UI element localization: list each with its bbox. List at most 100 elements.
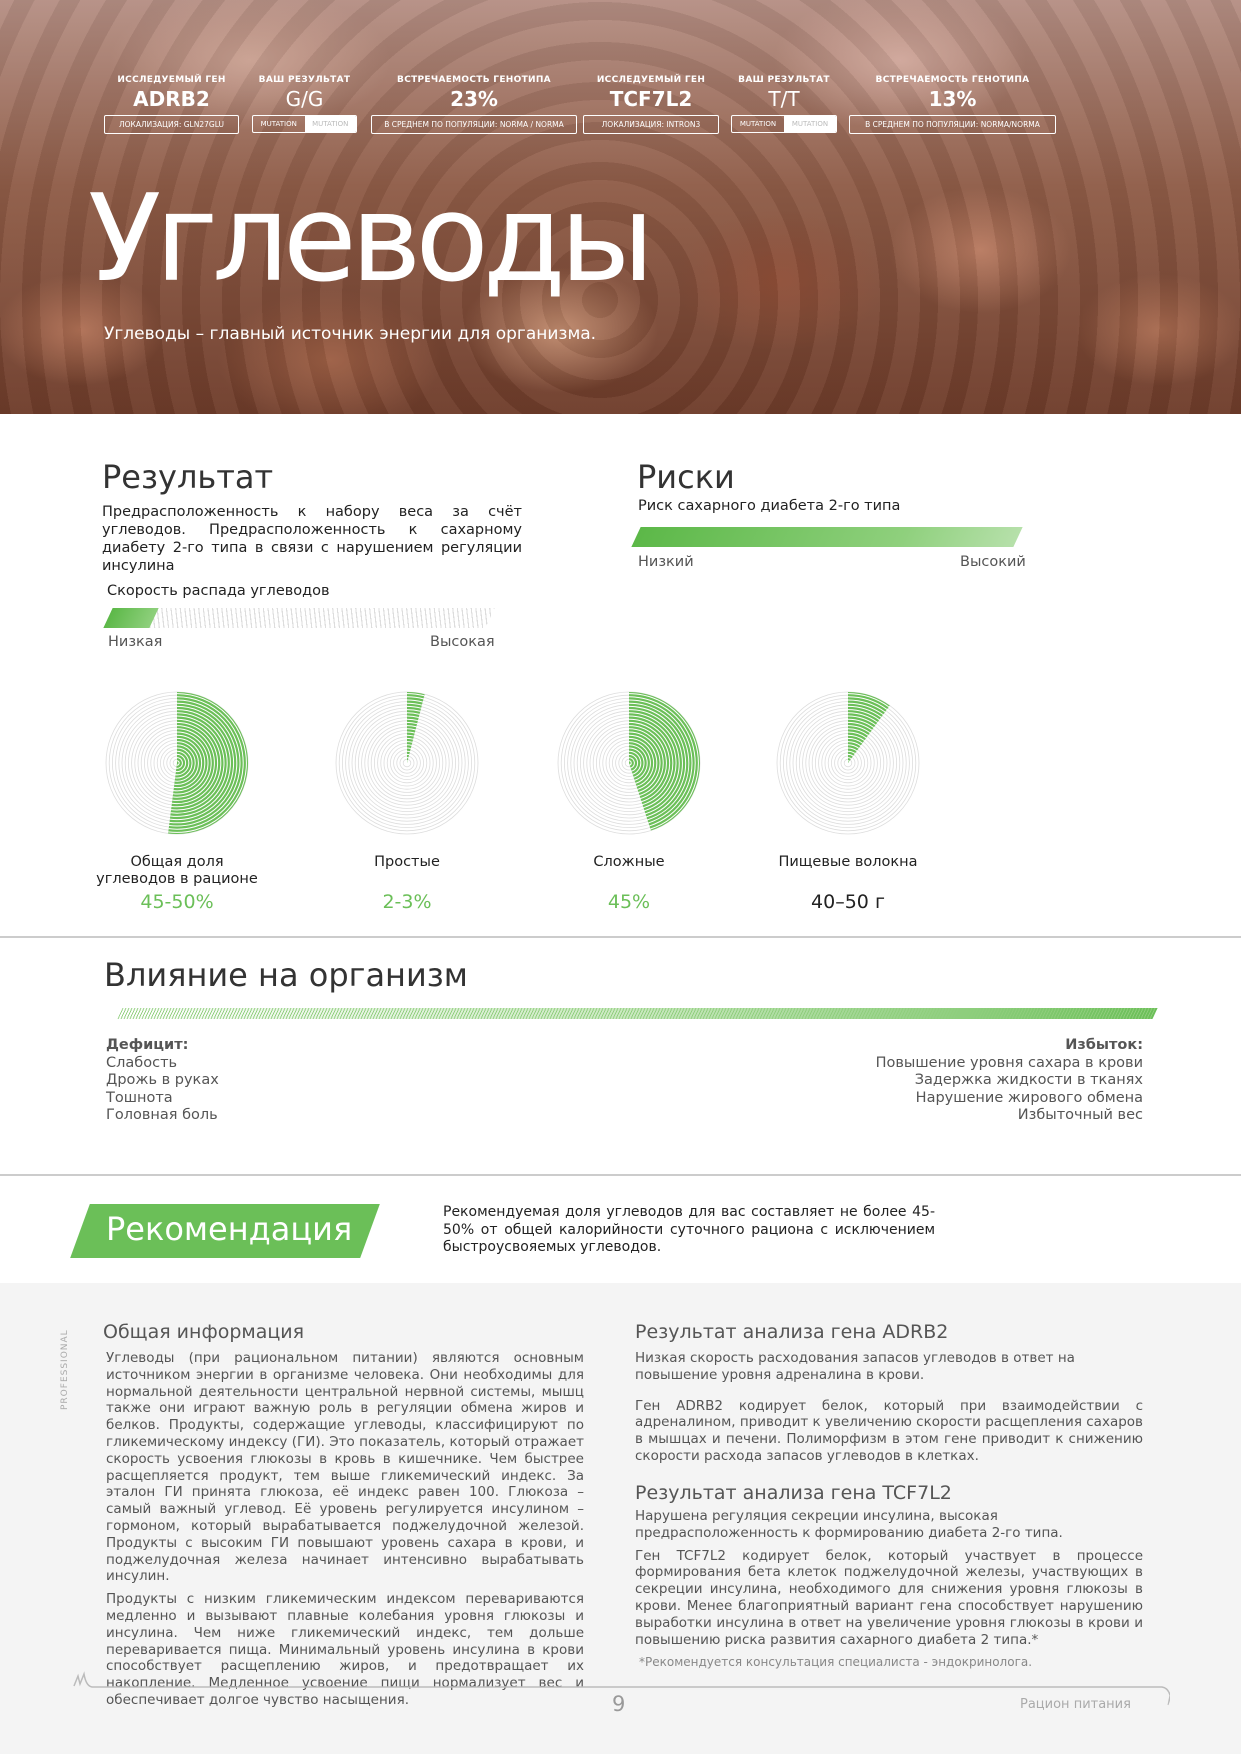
mutation-toggle: MUTATION MUTATION	[731, 115, 837, 133]
page-subtitle: Углеводы – главный источник энергии для …	[104, 324, 597, 344]
pie-chart-fiber	[776, 691, 920, 835]
frequency-card-tcf7l2: ВСТРЕЧАЕМОСТЬ ГЕНОТИПА 13% В СРЕДНЕМ ПО …	[849, 75, 1056, 134]
adrb2-paragraph: Ген ADRB2 кодирует белок, который при вз…	[635, 1397, 1143, 1464]
gene-card-tcf7l2: ИССЛЕДУЕМЫЙ ГЕН TCF7L2 ЛОКАЛИЗАЦИЯ: INTR…	[583, 75, 719, 134]
recommendation-text: Рекомендуемая доля углеводов для вас сос…	[443, 1204, 935, 1255]
population: В СРЕДНЕМ ПО ПОПУЛЯЦИИ: NORMA/NORMA	[849, 115, 1056, 134]
footer-section: Рацион питания	[1020, 1697, 1131, 1712]
mutation-left: MUTATION	[260, 120, 297, 128]
result-card-adrb2: ВАШ РЕЗУЛЬТАТ G/G MUTATION MUTATION	[252, 75, 357, 133]
tcf7l2-title: Результат анализа гена TCF7L2	[635, 1482, 952, 1504]
adrb2-paragraph: Низкая скорость расходования запасов угл…	[635, 1350, 1075, 1383]
pie-value: 40–50 г	[811, 891, 885, 913]
freq-value: 23%	[450, 87, 498, 111]
divider	[0, 936, 1241, 938]
localization: ЛОКАЛИЗАЦИЯ: INTRON3	[583, 115, 719, 134]
gene-card-adrb2: ИССЛЕДУЕМЫЙ ГЕН ADRB2 ЛОКАЛИЗАЦИЯ: GLN27…	[104, 75, 239, 134]
tcf7l2-paragraph: Нарушена регуляция секреции инсулина, вы…	[635, 1508, 1063, 1541]
result-value: G/G	[285, 87, 324, 111]
result-label: ВАШ РЕЗУЛЬТАТ	[258, 75, 351, 85]
pie-slice	[847, 692, 890, 763]
result-title: Результат	[102, 458, 274, 496]
hero-banner: ИССЛЕДУЕМЫЙ ГЕН ADRB2 ЛОКАЛИЗАЦИЯ: GLN27…	[0, 0, 1241, 414]
pie-value: 45%	[607, 891, 651, 913]
tcf7l2-text: Нарушена регуляция секреции инсулина, вы…	[635, 1508, 1143, 1677]
pie-slice	[628, 692, 700, 831]
excess-item: Нарушение жирового обмена	[915, 1089, 1143, 1106]
gene-name: TCF7L2	[609, 87, 693, 111]
excess-list: Избыток: Повышение уровня сахара в крови…	[876, 1037, 1143, 1125]
pie-label: Общая доля углеводов в рационе	[96, 854, 258, 887]
excess-item: Задержка жидкости в тканях	[914, 1072, 1143, 1088]
pie-label: Простые	[374, 854, 440, 870]
gene-name: ADRB2	[133, 87, 210, 111]
adrb2-text: Низкая скорость расходования запасов угл…	[635, 1350, 1143, 1471]
deficit-item: Дрожь в руках	[106, 1072, 219, 1088]
pie-chart-complex	[557, 691, 701, 835]
pie-fiber: Пищевые волокна 40–50 г	[763, 690, 933, 913]
mutation-left: MUTATION	[739, 120, 777, 128]
general-paragraph: Углеводы (при рациональном питании) явля…	[106, 1350, 584, 1585]
pie-slice	[406, 692, 425, 763]
pie-complex-carbs: Сложные 45%	[544, 690, 714, 913]
footnote: *Рекомендуется консультация специалиста …	[639, 1655, 1033, 1670]
mutation-toggle: MUTATION MUTATION	[252, 115, 357, 133]
pie-total-carbs: Общая доля углеводов в рационе 45-50%	[92, 690, 262, 913]
risk-low-label: Низкий	[638, 554, 694, 570]
mutation-right: MUTATION	[304, 116, 356, 132]
deficit-list: Дефицит: Слабость Дрожь в руках Тошнота …	[106, 1037, 219, 1125]
freq-value: 13%	[928, 87, 977, 111]
result-label: ВАШ РЕЗУЛЬТАТ	[738, 75, 830, 85]
mutation-right: MUTATION	[784, 116, 836, 132]
deficit-item: Слабость	[106, 1054, 178, 1071]
general-paragraph: Продукты с низким гликемическим индексом…	[106, 1591, 584, 1708]
risks-title: Риски	[637, 458, 735, 496]
adrb2-title: Результат анализа гена ADRB2	[635, 1321, 949, 1343]
pie-label: Сложные	[593, 854, 665, 870]
pie-chart-total	[105, 691, 249, 835]
result-text: Предрасположенность к набору веса за счё…	[102, 504, 522, 574]
speed-scale-bar	[103, 608, 495, 628]
result-value: T/T	[768, 87, 800, 111]
divider	[0, 1174, 1241, 1176]
speed-low-label: Низкая	[108, 634, 163, 650]
risk-scale-bar	[631, 527, 1023, 547]
effects-bar	[117, 1008, 1158, 1019]
speed-label: Скорость распада углеводов	[107, 583, 330, 599]
pie-simple-carbs: Простые 2-3%	[322, 690, 492, 913]
pie-label: Пищевые волокна	[778, 854, 918, 870]
gene-label: ИССЛЕДУЕМЫЙ ГЕН	[117, 75, 226, 85]
risk-scale-fill	[631, 527, 1023, 547]
page-title: Углеводы	[88, 170, 655, 309]
pie-value: 45-50%	[140, 891, 214, 913]
population: В СРЕДНЕМ ПО ПОПУЛЯЦИИ: NORMA / NORMA	[371, 115, 577, 134]
pie-slice	[168, 692, 248, 834]
page-number: 9	[612, 1692, 626, 1716]
freq-label: ВСТРЕЧАЕМОСТЬ ГЕНОТИПА	[397, 75, 551, 85]
info-section	[0, 1283, 1241, 1754]
gene-label: ИССЛЕДУЕМЫЙ ГЕН	[596, 75, 706, 85]
footer-line	[73, 1671, 1170, 1706]
general-text: Углеводы (при рациональном питании) явля…	[106, 1350, 584, 1715]
pie-value: 2-3%	[382, 891, 432, 913]
effects-title: Влияние на организм	[104, 956, 468, 994]
excess-item: Избыточный вес	[1017, 1107, 1143, 1123]
result-card-tcf7l2: ВАШ РЕЗУЛЬТАТ T/T MUTATION MUTATION	[731, 75, 837, 133]
general-title: Общая информация	[103, 1321, 305, 1343]
tcf7l2-paragraph: Ген TCF7L2 кодирует белок, который участ…	[635, 1547, 1143, 1648]
pie-chart-simple	[335, 691, 479, 835]
frequency-card-adrb2: ВСТРЕЧАЕМОСТЬ ГЕНОТИПА 23% В СРЕДНЕМ ПО …	[371, 75, 577, 134]
excess-item: Повышение уровня сахара в крови	[875, 1054, 1143, 1071]
freq-label: ВСТРЕЧАЕМОСТЬ ГЕНОТИПА	[875, 75, 1030, 85]
deficit-item: Тошнота	[106, 1089, 173, 1106]
side-label: PROFESSIONAL	[60, 1329, 70, 1410]
speed-high-label: Высокая	[430, 634, 495, 650]
risk-high-label: Высокий	[960, 554, 1026, 570]
deficit-item: Головная боль	[106, 1107, 218, 1123]
deficit-title: Дефицит:	[106, 1037, 189, 1053]
localization: ЛОКАЛИЗАЦИЯ: GLN27GLU	[104, 115, 239, 134]
speed-scale-fill	[103, 608, 159, 628]
recommendation-title: Рекомендация	[106, 1210, 353, 1248]
risk-label: Риск сахарного диабета 2-го типа	[638, 498, 901, 514]
excess-title: Избыток:	[1065, 1037, 1143, 1053]
